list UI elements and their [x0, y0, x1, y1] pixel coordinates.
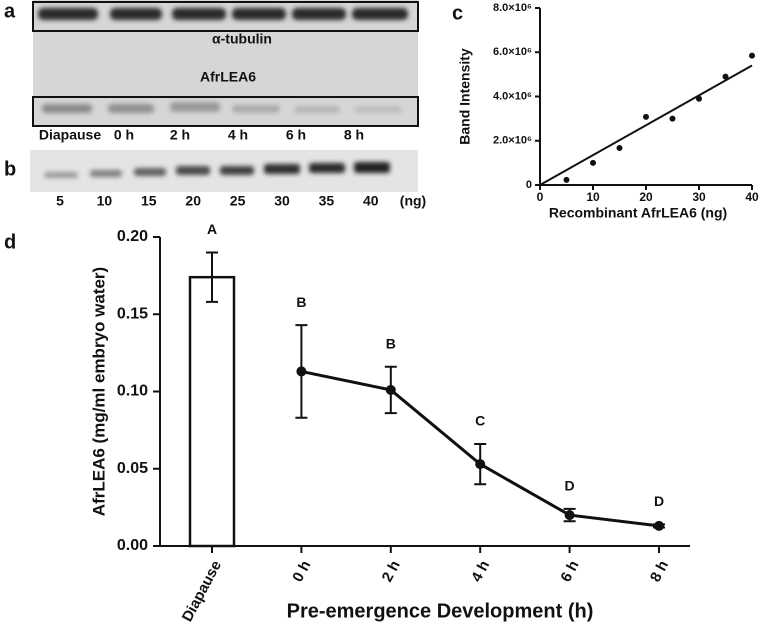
lane-label: Diapause	[39, 127, 101, 143]
y-tick-label: 0.20	[117, 228, 148, 245]
x-tick-label: Diapause	[179, 558, 225, 625]
blot-label: α-tubulin	[212, 31, 272, 47]
blot-a-box	[32, 1, 419, 32]
x-tick-label: 40	[745, 190, 759, 204]
y-tick-label: 0.05	[117, 460, 148, 477]
x-tick-label: 10	[586, 190, 600, 204]
blot-label: AfrLEA6	[200, 69, 256, 85]
point	[296, 366, 307, 377]
panel-label: a	[4, 0, 16, 22]
error-bar	[206, 251, 218, 303]
x-axis-title: Recombinant AfrLEA6 (ng)	[549, 205, 727, 221]
lane-label: 6 h	[286, 127, 306, 143]
lane-label: 8 h	[344, 127, 364, 143]
lane-label: 0 h	[114, 127, 134, 143]
lane-label: 10	[97, 193, 113, 209]
point	[654, 520, 664, 531]
y-tick-label: 2.0×10⁶	[493, 135, 532, 147]
panel-label: d	[4, 231, 16, 253]
blot-a-box	[32, 96, 419, 127]
significance-letter: C	[475, 413, 485, 429]
point	[669, 115, 676, 122]
axis-line	[539, 8, 752, 186]
blot-a-image	[33, 0, 418, 127]
trendline	[539, 64, 753, 186]
y-tick-label: 0.10	[117, 383, 148, 400]
lane-label: 15	[141, 193, 157, 209]
x-axis-title: Pre-emergence Development (h)	[287, 600, 594, 622]
x-tick-label: 0	[537, 190, 544, 204]
point	[616, 145, 623, 152]
x-tick-label: 30	[692, 190, 706, 204]
lane-label: 25	[230, 193, 246, 209]
lane-label: 5	[56, 193, 64, 209]
unit-label: (ng)	[400, 193, 426, 209]
blot-a-bands	[38, 8, 408, 113]
panel-label: b	[4, 158, 16, 180]
x-tick-label: 6 h	[557, 558, 582, 585]
significance-letter: D	[654, 493, 664, 509]
significance-letter: D	[565, 478, 575, 494]
y-tick-label: 8.0×10⁶	[493, 2, 532, 14]
point	[590, 159, 596, 166]
significance-letter: A	[207, 221, 217, 237]
x-tick-label: 4 h	[468, 558, 493, 585]
y-axis-title: AfrLEA6 (mg/ml embryo water)	[89, 267, 108, 516]
point	[475, 459, 486, 470]
lane-label: 30	[274, 193, 290, 209]
lane-label: 35	[319, 193, 335, 209]
y-tick-label: 0.00	[117, 537, 148, 554]
x-tick-label: 20	[639, 190, 653, 204]
point	[643, 113, 649, 120]
y-tick-label: 0.15	[117, 305, 148, 322]
significance-letter: B	[296, 294, 306, 310]
point	[385, 384, 396, 395]
lane-label: 2 h	[170, 127, 190, 143]
point	[696, 95, 702, 102]
lane-label: 4 h	[228, 127, 248, 143]
y-tick-label: 0	[526, 179, 532, 191]
point	[564, 510, 575, 521]
x-tick-label: 2 h	[379, 558, 404, 585]
significance-letter: B	[386, 335, 396, 351]
lane-label: 20	[185, 193, 201, 209]
point	[563, 176, 570, 183]
y-axis-title: Band Intensity	[457, 48, 473, 145]
point	[749, 52, 755, 59]
axis-line	[159, 237, 690, 547]
x-tick-label: 0 h	[289, 558, 314, 585]
y-tick-label: 4.0×10⁶	[493, 90, 532, 102]
y-tick-label: 6.0×10⁶	[493, 46, 532, 58]
x-tick-label: 8 h	[647, 558, 672, 585]
point	[722, 73, 729, 80]
blot-b-bands	[44, 162, 390, 178]
lane-label: 40	[363, 193, 379, 209]
panel-label: c	[452, 2, 463, 24]
bar	[188, 275, 236, 548]
